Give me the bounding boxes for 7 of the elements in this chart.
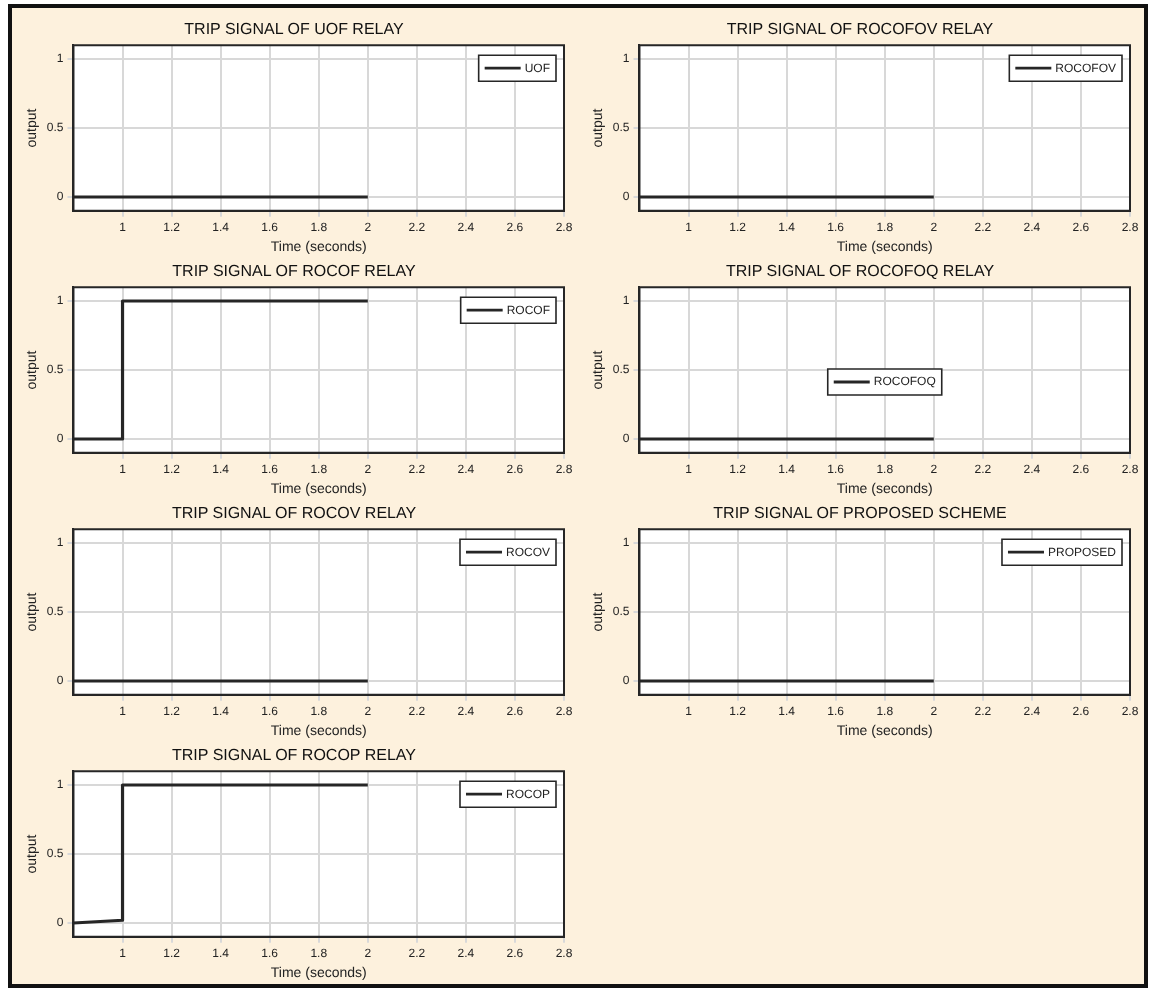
chart-title: TRIP SIGNAL OF ROCOFOQ RELAY (725, 262, 996, 281)
chart-title: TRIP SIGNAL OF ROCOP RELAY (172, 746, 418, 765)
chart-title: TRIP SIGNAL OF ROCOFOV RELAY (726, 20, 995, 39)
chart-title: TRIP SIGNAL OF ROCOV RELAY (171, 504, 418, 523)
chart-title: TRIP SIGNAL OF ROCOF RELAY (172, 262, 417, 281)
chart-title: TRIP SIGNAL OF UOF RELAY (184, 20, 405, 39)
chart-title: TRIP SIGNAL OF PROPOSED SCHEME (713, 504, 1007, 523)
